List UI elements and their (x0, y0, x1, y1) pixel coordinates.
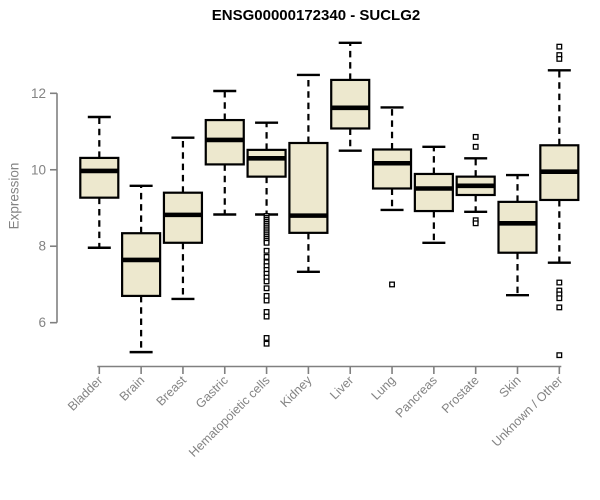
box-liver (330, 41, 371, 152)
x-tick-label-liver: Liver (327, 373, 356, 402)
x-tick-label-bladder: Bladder (65, 373, 105, 413)
outlier-point (472, 133, 479, 140)
outlier-point (263, 278, 270, 285)
outlier-point (556, 352, 563, 359)
y-tick-label-10: 10 (31, 162, 46, 177)
x-tick-label-hematopoietic-cells: Hematopoietic cells (186, 373, 273, 460)
box-breast (162, 136, 204, 301)
iqr-box (497, 200, 538, 254)
x-tick-label-skin: Skin (497, 373, 524, 400)
x-tick-label-brain: Brain (117, 373, 148, 404)
outlier-point (472, 143, 479, 150)
box-pancreas (413, 145, 454, 244)
x-tick-label-gastric: Gastric (193, 373, 231, 411)
outlier-point (263, 239, 270, 246)
outlier-point (263, 285, 270, 292)
chart-title: ENSG00000172340 - SUCLG2 (211, 7, 421, 24)
x-tick-label-prostate: Prostate (439, 373, 482, 416)
outlier-point (389, 281, 395, 288)
box-unknown-other (539, 43, 580, 359)
box-bladder (79, 115, 120, 249)
box-hematopoietic-cells (246, 121, 287, 347)
iqr-box (413, 172, 454, 213)
y-tick-label-8: 8 (38, 239, 46, 254)
outlier-point (263, 297, 270, 304)
outlier-point (263, 309, 270, 315)
outlier-point (556, 295, 563, 302)
y-tick-label-12: 12 (31, 86, 46, 101)
box-gastric (204, 89, 245, 216)
outlier-point (556, 55, 563, 62)
outlier-point (263, 292, 270, 299)
outlier-point (263, 340, 270, 347)
iqr-box (246, 148, 287, 178)
outlier-point (263, 247, 270, 254)
y-tick-label-6: 6 (38, 315, 46, 330)
outlier-point (263, 253, 270, 260)
box-lung (371, 106, 413, 288)
iqr-box (330, 78, 371, 130)
outlier-point (472, 220, 479, 227)
iqr-box (121, 232, 162, 298)
iqr-box (288, 141, 329, 234)
x-tick-label-pancreas: Pancreas (393, 373, 440, 420)
y-axis: 6 8 10 12 (31, 86, 58, 330)
iqr-box (162, 191, 204, 244)
box-kidney (288, 73, 329, 274)
outlier-point (556, 43, 563, 50)
iqr-box (79, 156, 120, 199)
outlier-point (556, 279, 563, 286)
outlier-point (556, 304, 563, 311)
iqr-box (371, 148, 413, 190)
outlier-point (263, 335, 270, 341)
x-tick-label-breast: Breast (154, 373, 190, 409)
x-tick-label-kidney: Kidney (278, 373, 315, 410)
box-brain (121, 184, 162, 354)
x-tick-label-unknown-other: Unknown / Other (489, 373, 565, 449)
outlier-point (263, 313, 270, 320)
box-skin (497, 173, 538, 297)
x-tick-label-lung: Lung (369, 373, 399, 403)
box-prostate (455, 133, 496, 227)
